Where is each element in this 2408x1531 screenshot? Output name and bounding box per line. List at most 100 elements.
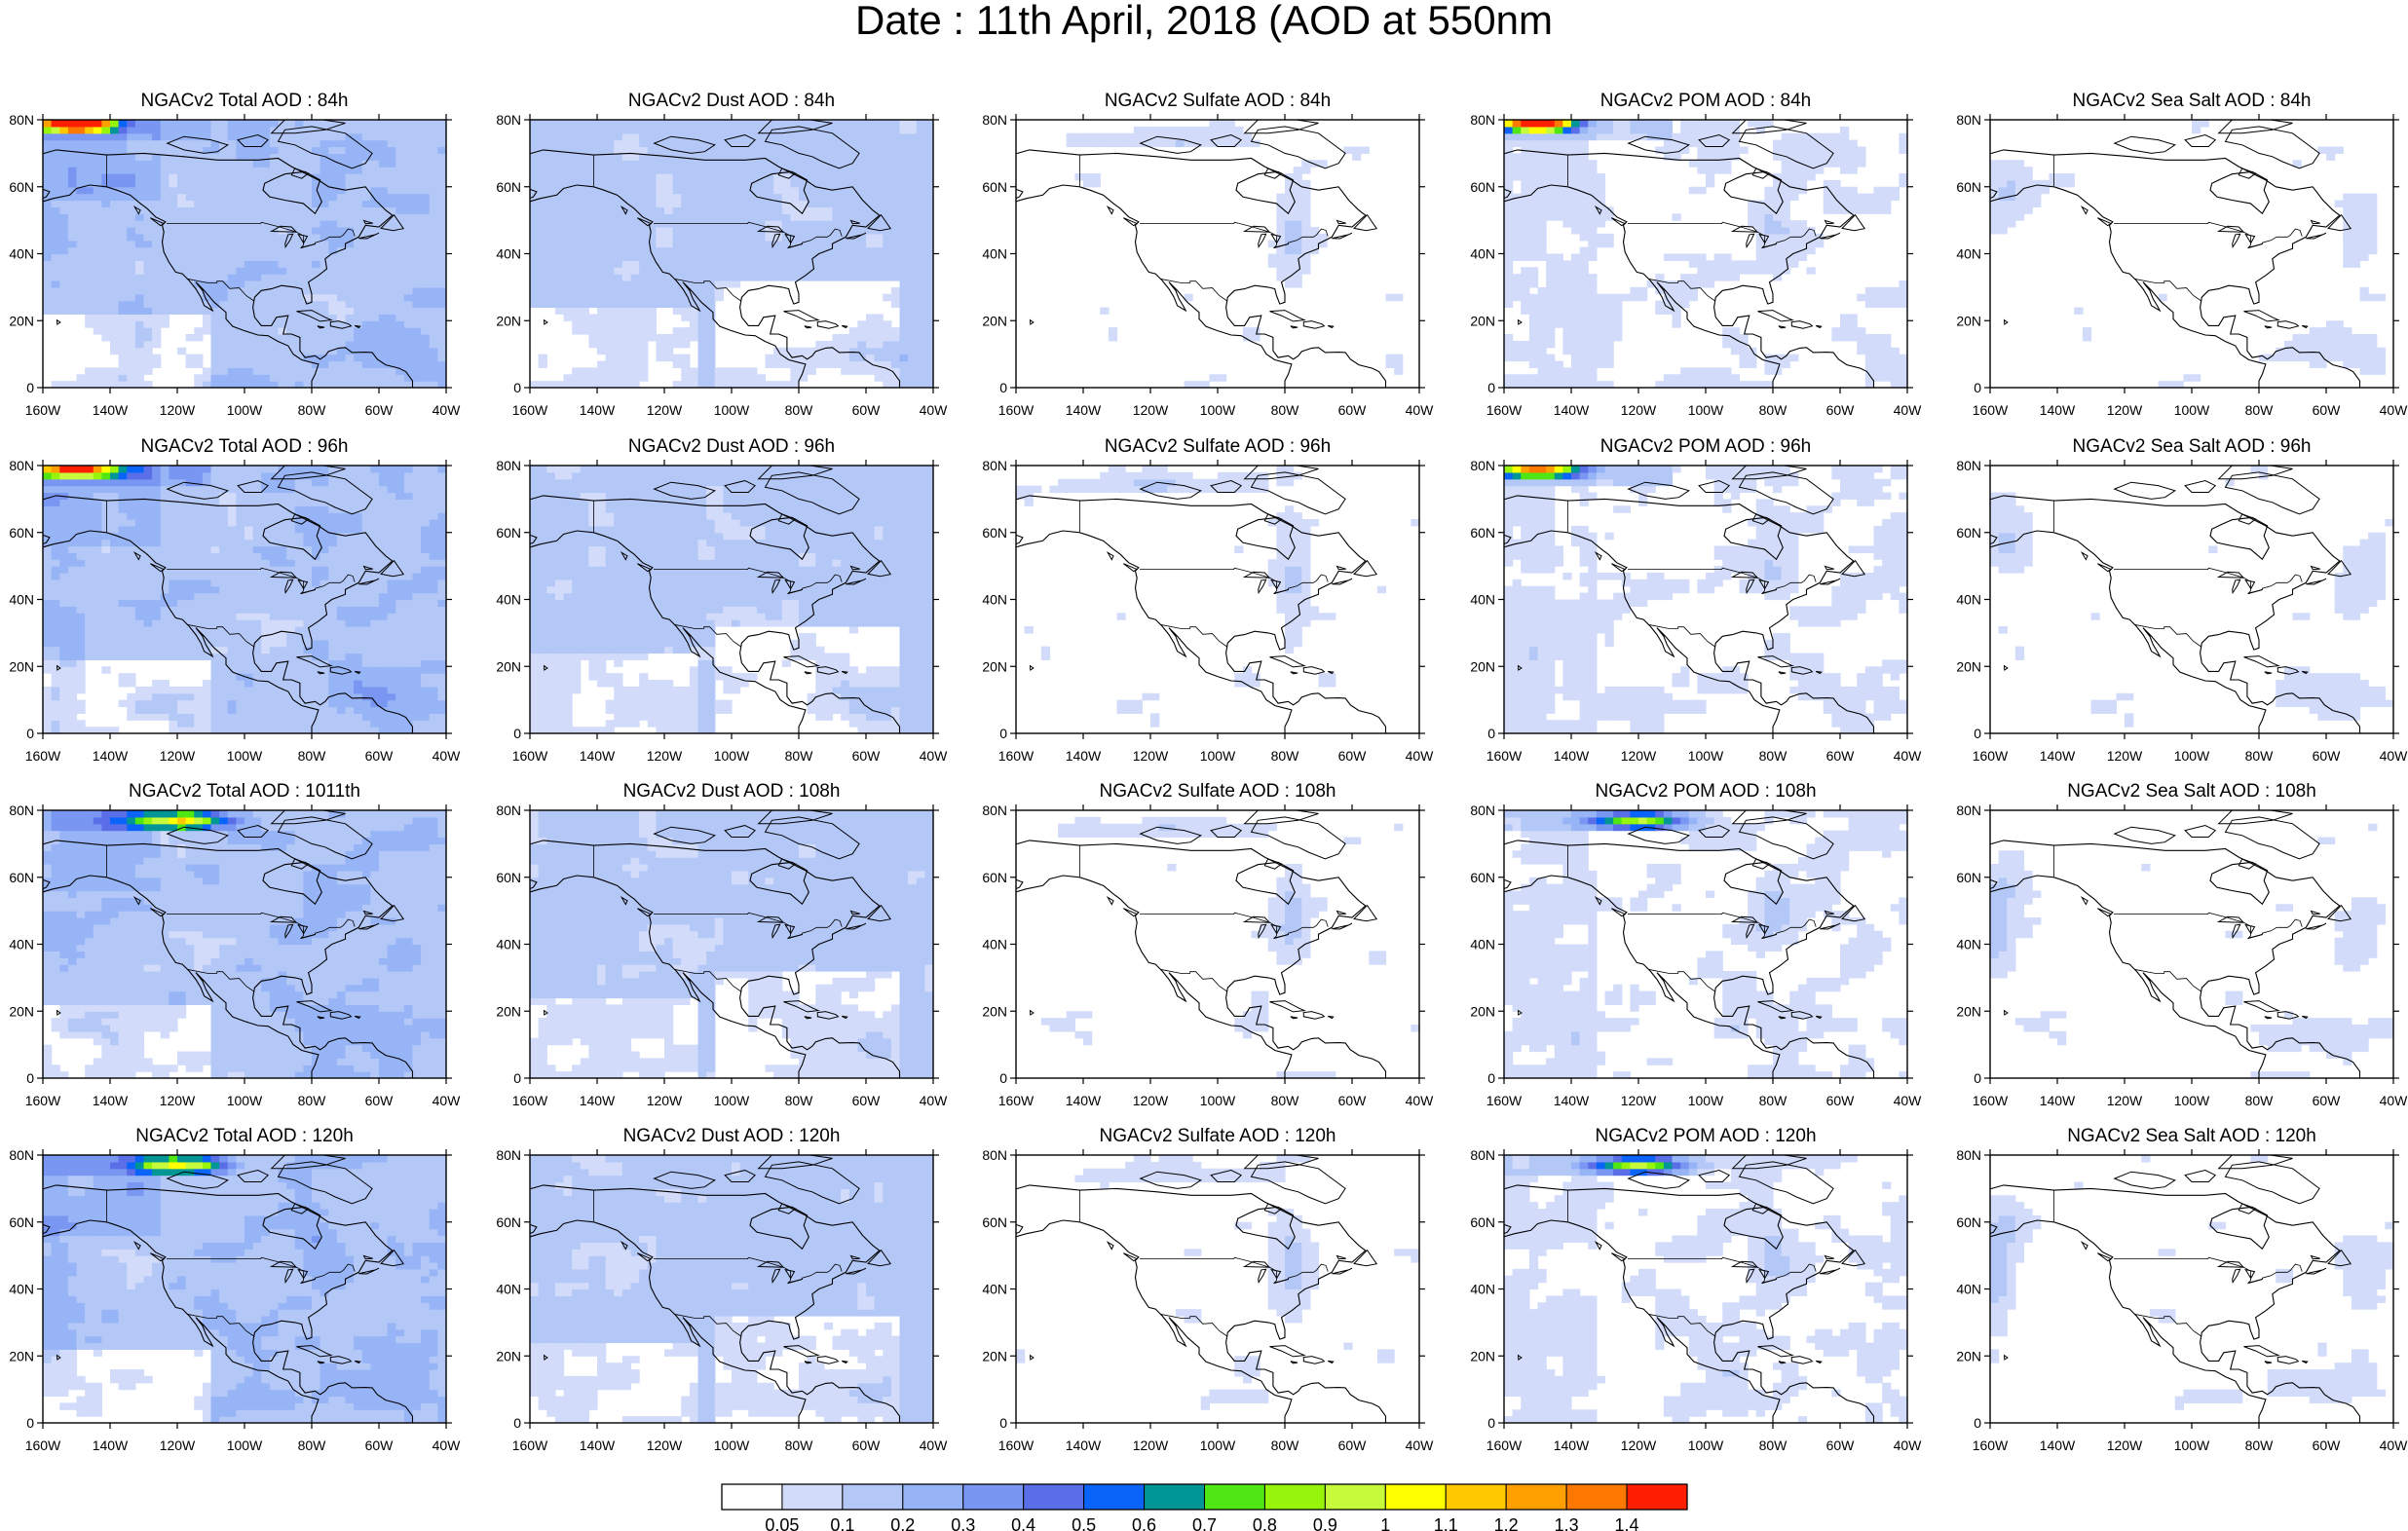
aod-cell xyxy=(1722,381,1732,388)
aod-cell xyxy=(51,173,60,181)
aod-cell xyxy=(152,334,162,342)
aod-cell xyxy=(1998,200,2008,207)
aod-cell xyxy=(697,132,707,141)
aod-cell xyxy=(1276,227,1286,235)
aod-cell xyxy=(2343,240,2352,248)
aod-cell xyxy=(345,327,355,335)
aod-cell xyxy=(202,167,212,174)
aod-cell xyxy=(312,200,321,207)
aod-cell xyxy=(1251,334,1260,342)
aod-cell xyxy=(43,274,53,281)
aod-cell xyxy=(1857,206,1866,214)
aod-cell xyxy=(93,381,102,388)
aod-cell xyxy=(118,340,128,349)
aod-cell xyxy=(76,139,86,148)
aod-cell xyxy=(883,213,892,221)
aod-cell xyxy=(916,206,925,214)
aod-cell xyxy=(236,213,245,221)
aod-cell xyxy=(1840,320,1850,328)
aod-cell xyxy=(345,179,355,188)
aod-cell xyxy=(748,381,758,388)
aod-cell xyxy=(1706,167,1715,174)
aod-cell xyxy=(756,246,767,255)
aod-cell xyxy=(823,146,834,154)
aod-cell xyxy=(1706,146,1715,154)
aod-cell xyxy=(1546,206,1556,214)
aod-cell xyxy=(312,206,321,214)
aod-cell xyxy=(67,213,78,221)
aod-cell xyxy=(395,280,405,288)
aod-cell xyxy=(236,173,245,181)
aod-cell xyxy=(202,173,212,181)
aod-cell xyxy=(799,160,809,168)
aod-cell xyxy=(572,374,582,382)
aod-cell xyxy=(714,381,724,388)
aod-cell xyxy=(1579,360,1589,368)
aod-cell xyxy=(605,347,615,355)
aod-cell xyxy=(815,340,825,349)
aod-cell xyxy=(67,233,78,242)
aod-cell xyxy=(227,280,237,288)
aod-cell xyxy=(672,139,682,148)
aod-cell xyxy=(883,293,892,302)
aod-cell xyxy=(739,240,749,248)
aod-cell xyxy=(110,173,120,181)
aod-cell xyxy=(697,260,707,268)
aod-cell xyxy=(361,293,371,302)
aod-cell xyxy=(59,267,69,275)
aod-cell xyxy=(269,179,280,188)
aod-cell xyxy=(1504,286,1514,295)
aod-cell xyxy=(1571,213,1581,221)
lon-tick-label: 60W xyxy=(1826,402,1856,418)
aod-cell xyxy=(1512,173,1522,181)
aod-cell xyxy=(245,167,254,174)
aod-cell xyxy=(538,186,547,195)
aod-cell xyxy=(1150,132,1160,141)
aod-cell xyxy=(312,300,321,309)
aod-cell xyxy=(664,179,674,188)
aod-cell xyxy=(210,193,220,202)
aod-cell xyxy=(1554,206,1563,214)
aod-cell xyxy=(194,179,204,188)
aod-cell xyxy=(588,334,598,342)
aod-cell xyxy=(370,286,380,295)
aod-cell xyxy=(143,200,153,207)
aod-cell xyxy=(765,132,774,141)
aod-cell xyxy=(773,206,783,214)
aod-cell xyxy=(1301,213,1311,221)
aod-cell xyxy=(1209,132,1219,141)
aod-cell xyxy=(245,240,254,248)
aod-cell xyxy=(354,253,363,261)
coastline xyxy=(270,120,346,134)
aod-cell xyxy=(354,139,363,148)
aod-cell xyxy=(127,240,136,248)
aod-cell xyxy=(538,260,547,268)
aod-cell xyxy=(261,139,271,148)
aod-cell xyxy=(370,126,380,134)
aod-cell xyxy=(530,240,540,248)
aod-cell xyxy=(219,367,229,375)
aod-cell xyxy=(841,367,850,375)
aod-cell xyxy=(748,267,758,275)
aod-cell xyxy=(278,240,287,248)
aod-cell xyxy=(656,206,665,214)
aod-cell xyxy=(866,274,876,281)
aod-cell xyxy=(118,206,128,214)
aod-cell xyxy=(269,286,280,295)
aod-cell xyxy=(639,120,649,128)
aod-cell xyxy=(118,314,128,321)
aod-cell xyxy=(2351,206,2361,214)
aod-cell xyxy=(748,167,758,174)
aod-cell xyxy=(857,126,867,134)
aod-cell xyxy=(2317,334,2327,342)
aod-cell xyxy=(429,267,438,275)
aod-cell xyxy=(51,713,60,721)
aod-cell xyxy=(580,193,589,202)
lake-outline xyxy=(1746,233,1755,249)
aod-cell xyxy=(328,300,338,309)
aod-cell xyxy=(815,240,825,248)
aod-cell xyxy=(2065,173,2075,181)
aod-cell xyxy=(134,200,145,207)
aod-cell xyxy=(1579,274,1589,281)
aod-cell xyxy=(43,260,53,268)
